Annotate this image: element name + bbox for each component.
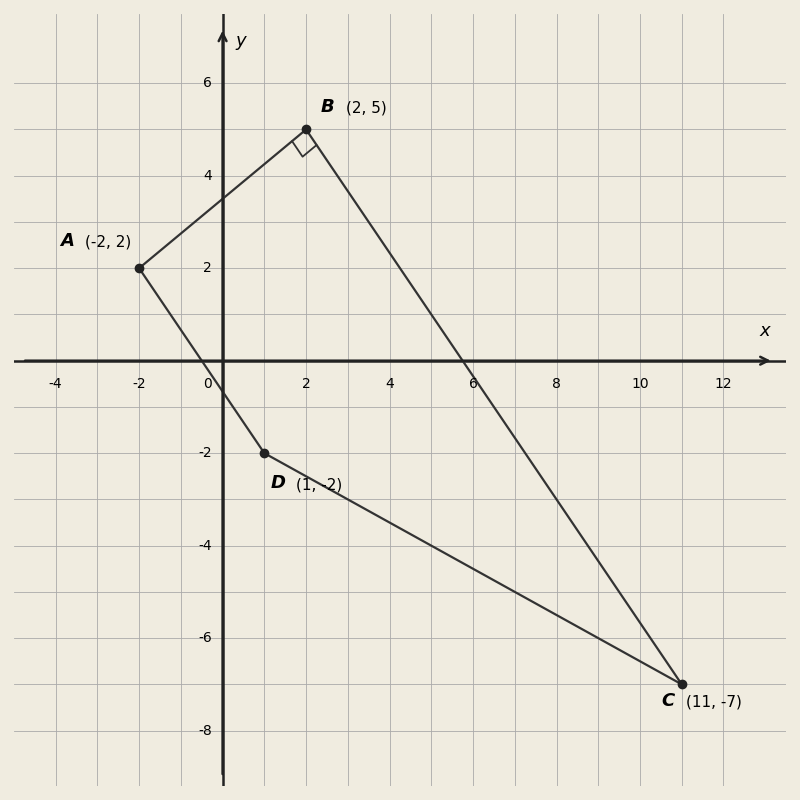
Text: 4: 4	[203, 169, 212, 182]
Text: -4: -4	[198, 538, 212, 553]
Text: 2: 2	[203, 262, 212, 275]
Text: -4: -4	[49, 377, 62, 391]
Text: 6: 6	[469, 377, 478, 391]
Text: (-2, 2): (-2, 2)	[85, 234, 131, 250]
Text: -2: -2	[132, 377, 146, 391]
Text: 6: 6	[203, 76, 212, 90]
Text: B: B	[321, 98, 334, 116]
Text: 0: 0	[203, 377, 212, 391]
Text: C: C	[661, 692, 674, 710]
Text: 2: 2	[302, 377, 310, 391]
Text: A: A	[60, 232, 74, 250]
Text: 4: 4	[385, 377, 394, 391]
Text: y: y	[235, 32, 246, 50]
Text: (2, 5): (2, 5)	[346, 101, 386, 116]
Text: -2: -2	[198, 446, 212, 460]
Text: 10: 10	[631, 377, 649, 391]
Text: -8: -8	[198, 724, 212, 738]
Text: (11, -7): (11, -7)	[686, 695, 742, 710]
Text: 12: 12	[714, 377, 732, 391]
Text: x: x	[760, 322, 770, 340]
Text: D: D	[270, 474, 286, 493]
Text: -6: -6	[198, 631, 212, 645]
Text: (1, -2): (1, -2)	[296, 478, 342, 493]
Text: 8: 8	[552, 377, 561, 391]
